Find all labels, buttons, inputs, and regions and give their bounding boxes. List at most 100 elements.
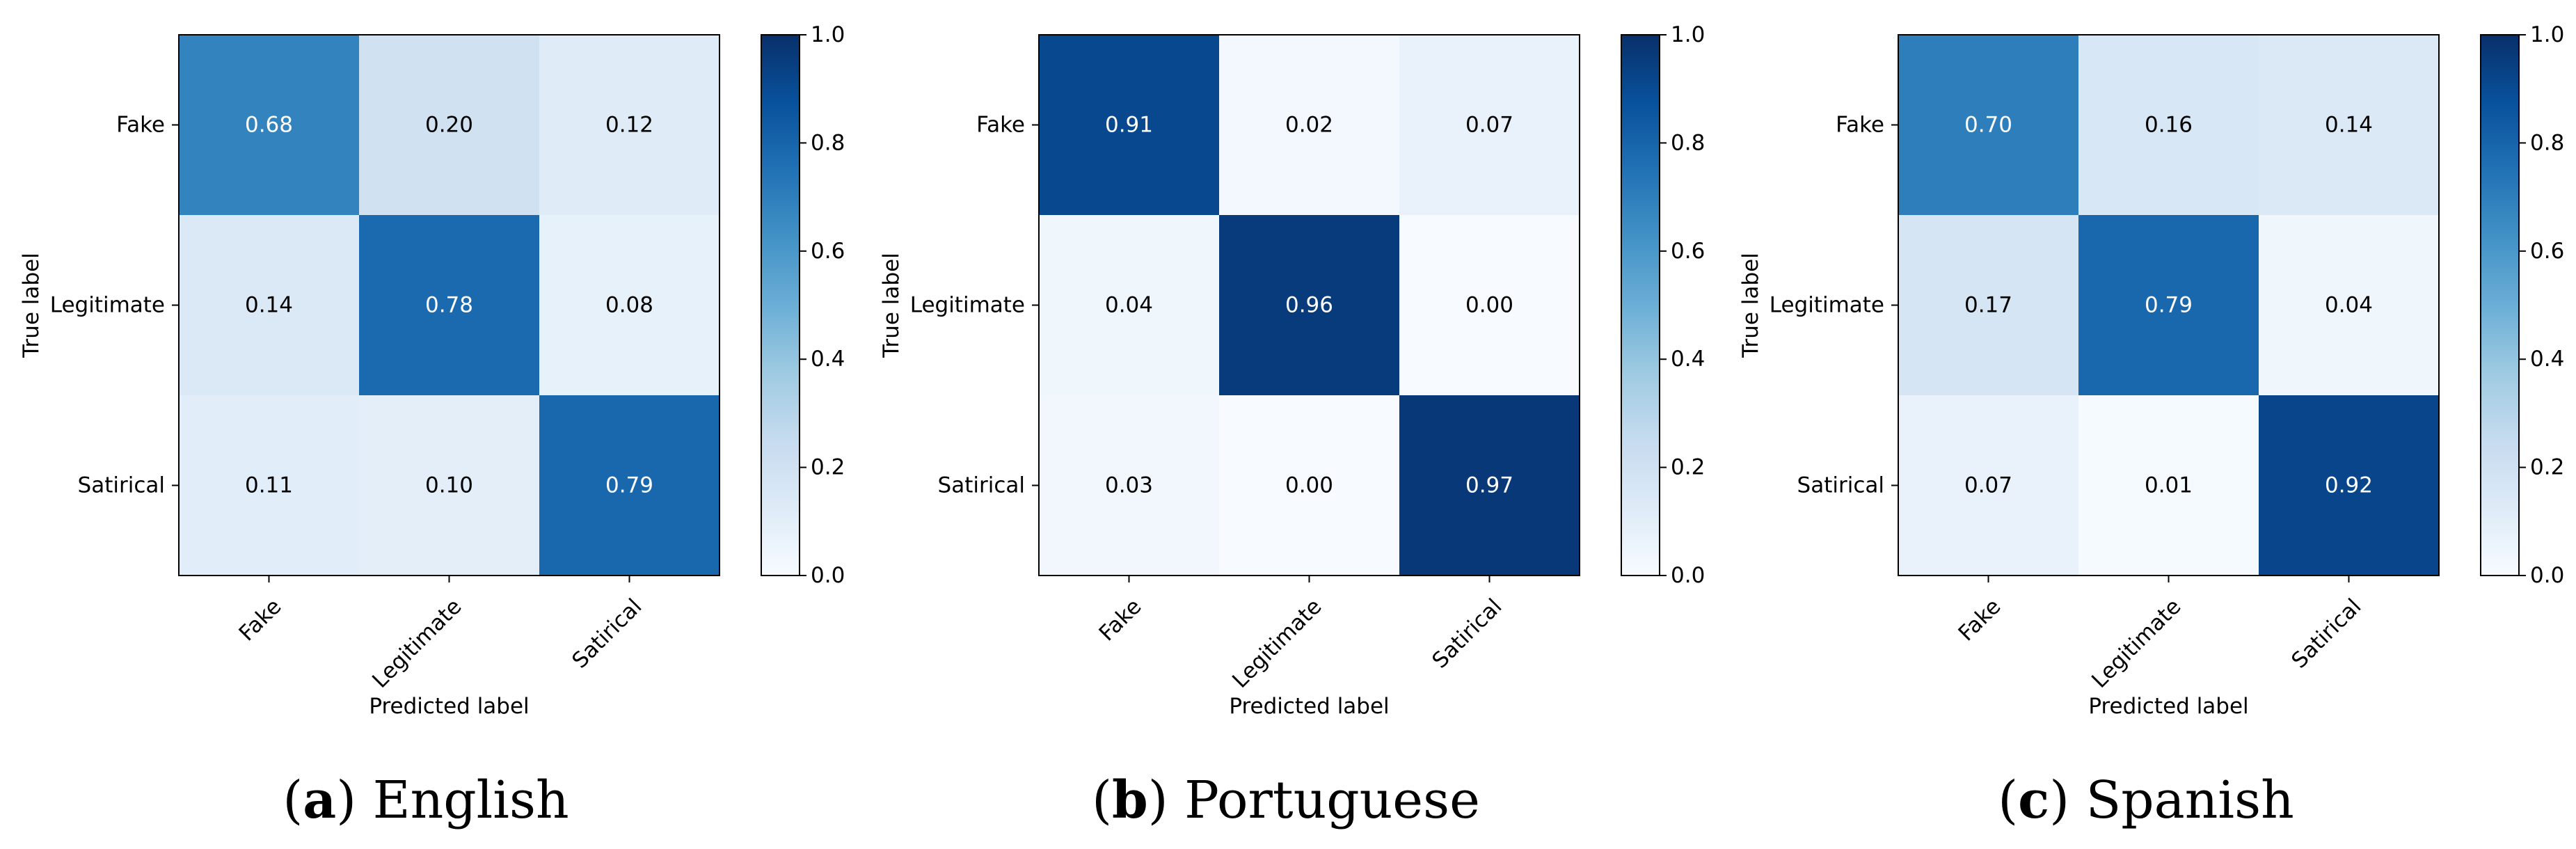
cell-value-label: 0.07 xyxy=(1964,473,2012,498)
cell-value-label: 0.14 xyxy=(245,293,293,318)
heatmap-cell xyxy=(1898,215,2079,396)
heatmap-cell xyxy=(359,395,540,576)
colorbar-tick-label: 0.2 xyxy=(811,455,845,480)
cell-value-label: 0.20 xyxy=(425,113,473,138)
colorbar xyxy=(761,34,800,576)
x-axis-title: Predicted label xyxy=(2088,694,2248,719)
y-tick-label-fake: Fake xyxy=(1836,113,1884,138)
panel-caption: (a) English xyxy=(283,770,569,830)
heatmap-cell xyxy=(1039,215,1220,396)
cell-value-label: 0.78 xyxy=(425,293,473,318)
colorbar-tick-label: 0.6 xyxy=(2530,239,2564,264)
x-tick-label-satirical: Satirical xyxy=(2287,594,2366,674)
x-tick-label-fake: Fake xyxy=(1954,594,2006,646)
cell-value-label: 0.08 xyxy=(605,293,653,318)
colorbar-tick-label: 0.2 xyxy=(2530,455,2564,480)
cell-value-label: 0.79 xyxy=(2145,293,2193,318)
cell-value-label: 0.70 xyxy=(1964,113,2012,138)
heatmap-cell xyxy=(1219,395,1400,576)
cell-value-label: 0.91 xyxy=(1105,113,1153,138)
colorbar-tick-label: 0.8 xyxy=(1671,130,1705,155)
colorbar-tick-label: 0.4 xyxy=(1671,347,1705,372)
y-tick-label-satirical: Satirical xyxy=(938,473,1025,498)
cell-value-label: 0.04 xyxy=(2325,293,2373,318)
heatmap-cell xyxy=(539,215,720,396)
x-tick-label-legitimate: Legitimate xyxy=(1227,594,1326,693)
heatmap-cell xyxy=(2078,395,2259,576)
y-tick-label-satirical: Satirical xyxy=(78,473,165,498)
cell-value-label: 0.14 xyxy=(2325,113,2373,138)
colorbar-tick-label: 0.4 xyxy=(2530,347,2564,372)
cell-value-label: 0.01 xyxy=(2145,473,2193,498)
caption-paren: ) xyxy=(336,770,372,830)
y-axis-title: True label xyxy=(879,253,904,358)
heatmap-cell xyxy=(2259,395,2440,576)
caption-letter: c xyxy=(2018,770,2049,830)
cell-value-label: 0.02 xyxy=(1285,113,1333,138)
heatmap-cell xyxy=(359,35,540,216)
heatmap-cell xyxy=(1399,35,1580,216)
caption-text: English xyxy=(373,770,569,830)
x-tick-label-fake: Fake xyxy=(1095,594,1147,646)
heatmap-cell xyxy=(359,215,540,396)
caption-paren: ) xyxy=(2049,770,2085,830)
cell-value-label: 0.97 xyxy=(1465,473,1513,498)
heatmap-cell xyxy=(1399,215,1580,396)
x-tick-label-satirical: Satirical xyxy=(567,594,646,674)
heatmap-cell xyxy=(1399,395,1580,576)
y-tick-label-fake: Fake xyxy=(116,113,165,138)
heatmap-cell xyxy=(1898,395,2079,576)
cell-value-label: 0.04 xyxy=(1105,293,1153,318)
panel-english: 0.68 0.20 0.12 0.14 0.78 0.08 0.11 0.10 0.79 Fake… xyxy=(19,22,845,830)
heatmap-cell xyxy=(1039,395,1220,576)
colorbar-tick-label: 0.0 xyxy=(811,563,845,588)
caption-paren: ( xyxy=(283,770,303,830)
cell-value-label: 0.92 xyxy=(2325,473,2373,498)
heatmap-cell xyxy=(179,395,360,576)
colorbar-tick-label: 0.6 xyxy=(1671,239,1705,264)
colorbar-tick-label: 1.0 xyxy=(811,22,845,47)
colorbar-tick-label: 0.4 xyxy=(811,347,845,372)
y-tick-label-satirical: Satirical xyxy=(1797,473,1884,498)
colorbar-tick-label: 1.0 xyxy=(1671,22,1705,47)
colorbar-tick-label: 0.8 xyxy=(2530,130,2564,155)
colorbar-tick-label: 0.8 xyxy=(811,130,845,155)
colorbar xyxy=(1621,34,1660,576)
heatmap-cell xyxy=(2078,35,2259,216)
x-tick-label-legitimate: Legitimate xyxy=(367,594,466,693)
heatmap-cell xyxy=(179,35,360,216)
y-axis-title: True label xyxy=(19,253,44,358)
cell-value-label: 0.96 xyxy=(1285,293,1333,318)
heatmap-cell xyxy=(539,35,720,216)
cell-value-label: 0.17 xyxy=(1964,293,2012,318)
y-tick-label-legitimate: Legitimate xyxy=(1770,293,1884,318)
panel-spanish: 0.70 0.16 0.14 0.17 0.79 0.04 0.07 0.01 0.92 Fake… xyxy=(1738,22,2564,830)
cell-value-label: 0.03 xyxy=(1105,473,1153,498)
cell-value-label: 0.12 xyxy=(605,113,653,138)
cell-value-label: 0.07 xyxy=(1465,113,1513,138)
cell-value-label: 0.16 xyxy=(2145,113,2193,138)
heatmap-cell xyxy=(1219,215,1400,396)
heatmap-cell xyxy=(1039,35,1220,216)
colorbar-tick-label: 0.2 xyxy=(1671,455,1705,480)
heatmap-cell xyxy=(179,215,360,396)
caption-text: Spanish xyxy=(2086,770,2294,830)
y-tick-label-legitimate: Legitimate xyxy=(50,293,165,318)
panel-portuguese: 0.91 0.02 0.07 0.04 0.96 0.00 0.03 0.00 0.97 Fake… xyxy=(879,22,1705,830)
x-tick-label-fake: Fake xyxy=(234,594,287,646)
panel-caption: (c) Spanish xyxy=(1998,770,2294,830)
caption-paren: ( xyxy=(1998,770,2018,830)
panel-caption: (b) Portuguese xyxy=(1092,770,1480,830)
caption-text: Portuguese xyxy=(1184,770,1480,830)
caption-letter: a xyxy=(303,770,336,830)
cell-value-label: 0.68 xyxy=(245,113,293,138)
cell-value-label: 0.10 xyxy=(425,473,473,498)
caption-paren: ( xyxy=(1092,770,1112,830)
x-tick-label-satirical: Satirical xyxy=(1427,594,1506,674)
colorbar xyxy=(2480,34,2520,576)
y-axis-title: True label xyxy=(1738,253,1763,358)
colorbar-tick-label: 0.6 xyxy=(811,239,845,264)
cell-value-label: 0.00 xyxy=(1285,473,1333,498)
caption-paren: ) xyxy=(1148,770,1184,830)
